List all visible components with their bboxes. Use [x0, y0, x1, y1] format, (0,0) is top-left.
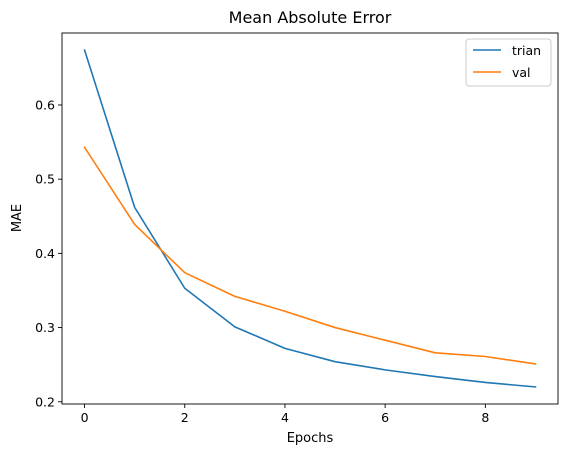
x-tick-label: 2 — [181, 410, 189, 425]
x-tick-label: 6 — [381, 410, 389, 425]
x-tick-label: 4 — [281, 410, 289, 425]
y-ticks: 0.2 0.3 0.4 0.5 0.6 — [35, 97, 62, 409]
x-tick-label: 0 — [81, 410, 89, 425]
legend: trian val — [465, 38, 552, 87]
series-layer — [83, 49, 537, 388]
plot-area-background — [62, 33, 558, 404]
legend-label-trian: trian — [512, 43, 541, 58]
y-tick-label: 0.5 — [35, 172, 55, 187]
y-tick-label: 0.6 — [35, 97, 55, 112]
y-axis-label: MAE — [10, 204, 25, 232]
legend-label-val: val — [512, 65, 531, 80]
x-tick-label: 8 — [481, 410, 489, 425]
y-tick-label: 0.4 — [35, 246, 55, 261]
chart-title: Mean Absolute Error — [229, 8, 392, 27]
x-axis-label: Epochs — [287, 431, 334, 446]
x-ticks: 0 2 4 6 8 — [81, 404, 489, 425]
y-tick-label: 0.3 — [35, 320, 55, 335]
plot-frame — [61, 32, 559, 405]
y-tick-label: 0.2 — [35, 394, 55, 409]
series-line-val — [83, 146, 537, 365]
